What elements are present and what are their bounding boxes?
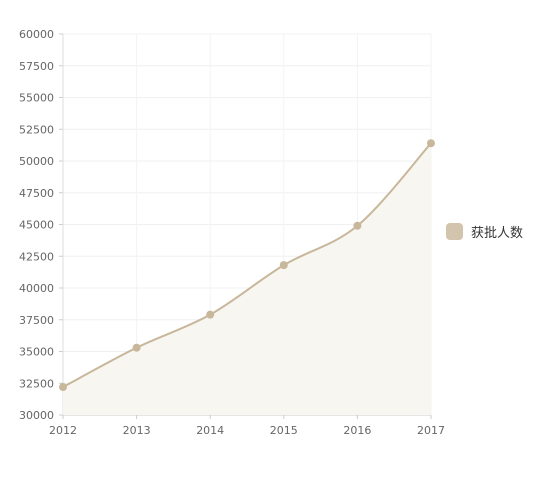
data-point xyxy=(206,310,215,319)
data-point xyxy=(59,383,67,392)
legend[interactable]: 获批人数 xyxy=(446,222,523,241)
y-tick-label: 30000 xyxy=(19,409,54,422)
legend-swatch xyxy=(446,223,463,240)
x-tick-label: 2017 xyxy=(417,424,445,437)
y-tick-label: 47500 xyxy=(19,187,54,200)
y-tick-label: 57500 xyxy=(19,60,54,73)
y-tick-label: 60000 xyxy=(19,28,54,41)
y-tick-label: 50000 xyxy=(19,155,54,168)
x-tick-label: 2014 xyxy=(196,424,224,437)
series-area xyxy=(63,143,431,415)
y-tick-label: 45000 xyxy=(19,219,54,232)
x-tick-label: 2013 xyxy=(123,424,151,437)
x-tick-label: 2015 xyxy=(270,424,298,437)
x-tick-label: 2016 xyxy=(343,424,371,437)
series-line xyxy=(62,142,432,388)
y-tick-label: 37500 xyxy=(19,314,54,327)
y-tick-label: 40000 xyxy=(19,282,54,295)
y-tick-label: 55000 xyxy=(19,92,54,105)
legend-label: 获批人数 xyxy=(471,226,524,241)
y-tick-label: 32500 xyxy=(19,377,54,390)
data-point xyxy=(132,343,141,352)
y-tick-label: 52500 xyxy=(19,123,54,136)
data-point xyxy=(353,221,362,230)
data-point xyxy=(427,139,435,148)
y-tick-label: 42500 xyxy=(19,250,54,263)
data-point xyxy=(279,261,288,270)
y-tick-label: 35000 xyxy=(19,346,54,359)
x-tick-label: 2012 xyxy=(49,424,77,437)
